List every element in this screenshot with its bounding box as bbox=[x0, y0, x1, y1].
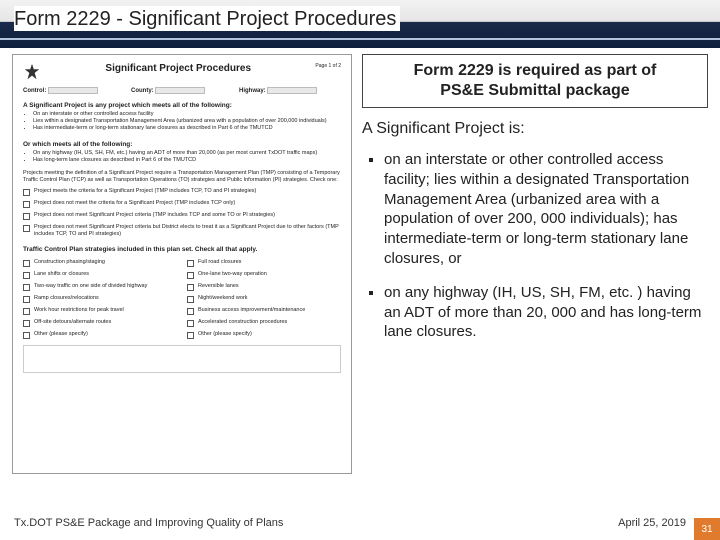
check-label: Other (please specify) bbox=[34, 331, 88, 338]
check-label: Construction phasing/staging bbox=[34, 259, 105, 266]
form-para1: Projects meeting the definition of a Sig… bbox=[23, 170, 341, 184]
county-label: County: bbox=[131, 88, 154, 94]
form-heading: Significant Project Procedures bbox=[47, 63, 309, 74]
page-title: Form 2229 - Significant Project Procedur… bbox=[14, 6, 400, 31]
check-label: Business access improvement/maintenance bbox=[198, 307, 305, 314]
title-underline bbox=[0, 38, 720, 40]
highway-label: Highway: bbox=[239, 88, 266, 94]
form-strategy-grid: Construction phasing/staging Full road c… bbox=[23, 257, 341, 339]
definition-bullet: on any highway (IH, US, SH, FM, etc. ) h… bbox=[384, 283, 708, 342]
definition-bullets: on an interstate or other controlled acc… bbox=[362, 150, 708, 356]
footer: Tx.DOT PS&E Package and Improving Qualit… bbox=[0, 506, 720, 540]
check-label: Ramp closures/relocations bbox=[34, 295, 99, 302]
checkbox-icon bbox=[187, 296, 194, 303]
county-field bbox=[155, 87, 205, 94]
form-sect1-title: A Significant Project is any project whi… bbox=[23, 102, 341, 109]
check-label: Work hour restrictions for peak travel bbox=[34, 307, 124, 314]
checkbox-icon bbox=[23, 308, 30, 315]
content-region: Significant Project Procedures Page 1 of… bbox=[0, 48, 720, 500]
control-label: Control: bbox=[23, 88, 46, 94]
check-label: Reversible lanes bbox=[198, 283, 239, 290]
check-label: One-lane two-way operation bbox=[198, 271, 267, 278]
form-sect3-title: Traffic Control Plan strategies included… bbox=[23, 246, 341, 253]
checkbox-icon bbox=[23, 272, 30, 279]
explanation-column: Form 2229 is required as part of PS&E Su… bbox=[362, 54, 708, 500]
title-bar: Form 2229 - Significant Project Procedur… bbox=[0, 0, 720, 48]
form-2229-preview: Significant Project Procedures Page 1 of… bbox=[12, 54, 352, 474]
checkbox-icon bbox=[187, 284, 194, 291]
check-label: Project does not meet the criteria for a… bbox=[34, 200, 235, 207]
footer-left: Tx.DOT PS&E Package and Improving Qualit… bbox=[14, 517, 283, 529]
check-label: Project meets the criteria for a Signifi… bbox=[34, 188, 256, 195]
checkbox-icon bbox=[23, 296, 30, 303]
check-label: Lane shifts or closures bbox=[34, 271, 89, 278]
checkbox-icon bbox=[187, 260, 194, 267]
form-sect2-title: Or which meets all of the following: bbox=[23, 141, 341, 148]
check-label: Two-way traffic on one side of divided h… bbox=[34, 283, 147, 290]
form-fields-row: Control: County: Highway: bbox=[23, 87, 341, 94]
slide-number-badge: 31 bbox=[694, 518, 720, 540]
form-bullet: Lies within a designated Transportation … bbox=[33, 118, 341, 125]
required-line2: PS&E Submittal package bbox=[371, 81, 699, 101]
checkbox-icon bbox=[23, 284, 30, 291]
form-bullet: On any highway (IH, US, SH, FM, etc.) ha… bbox=[33, 150, 341, 157]
checkbox-icon bbox=[187, 308, 194, 315]
footer-date: April 25, 2019 bbox=[618, 517, 686, 529]
check-label: Project does not meet Significant Projec… bbox=[34, 224, 341, 238]
definition-title: A Significant Project is: bbox=[362, 120, 708, 138]
definition-bullet: on an interstate or other controlled acc… bbox=[384, 150, 708, 269]
checkbox-icon bbox=[23, 332, 30, 339]
control-field bbox=[48, 87, 98, 94]
form-page-label: Page 1 of 2 bbox=[315, 63, 341, 69]
highway-field bbox=[267, 87, 317, 94]
checkbox-icon bbox=[23, 320, 30, 327]
form-bullet: Has intermediate-term or long-term stati… bbox=[33, 125, 341, 132]
check-label: Accelerated construction procedures bbox=[198, 319, 287, 326]
checkbox-icon bbox=[23, 260, 30, 267]
checkbox-icon bbox=[187, 272, 194, 279]
check-label: Other (please specify) bbox=[198, 331, 252, 338]
check-label: Project does not meet Significant Projec… bbox=[34, 212, 275, 219]
checkbox-icon bbox=[23, 213, 30, 220]
form-notes-box bbox=[23, 345, 341, 373]
check-label: Off-site detours/alternate routes bbox=[34, 319, 111, 326]
checkbox-icon bbox=[23, 201, 30, 208]
form-bullet: Has long-term lane closures as described… bbox=[33, 157, 341, 164]
txdot-logo-icon bbox=[23, 63, 41, 81]
check-label: Night/weekend work bbox=[198, 295, 248, 302]
form-checks-a: Project meets the criteria for a Signifi… bbox=[23, 188, 341, 238]
form-sect1-bullets: On an interstate or other controlled acc… bbox=[33, 111, 341, 132]
check-label: Full road closures bbox=[198, 259, 241, 266]
required-line1: Form 2229 is required as part of bbox=[371, 61, 699, 81]
form-sect2-bullets: On any highway (IH, US, SH, FM, etc.) ha… bbox=[33, 150, 341, 164]
checkbox-icon bbox=[187, 320, 194, 327]
checkbox-icon bbox=[23, 189, 30, 196]
checkbox-icon bbox=[187, 332, 194, 339]
checkbox-icon bbox=[23, 225, 30, 232]
required-callout: Form 2229 is required as part of PS&E Su… bbox=[362, 54, 708, 108]
form-bullet: On an interstate or other controlled acc… bbox=[33, 111, 341, 118]
